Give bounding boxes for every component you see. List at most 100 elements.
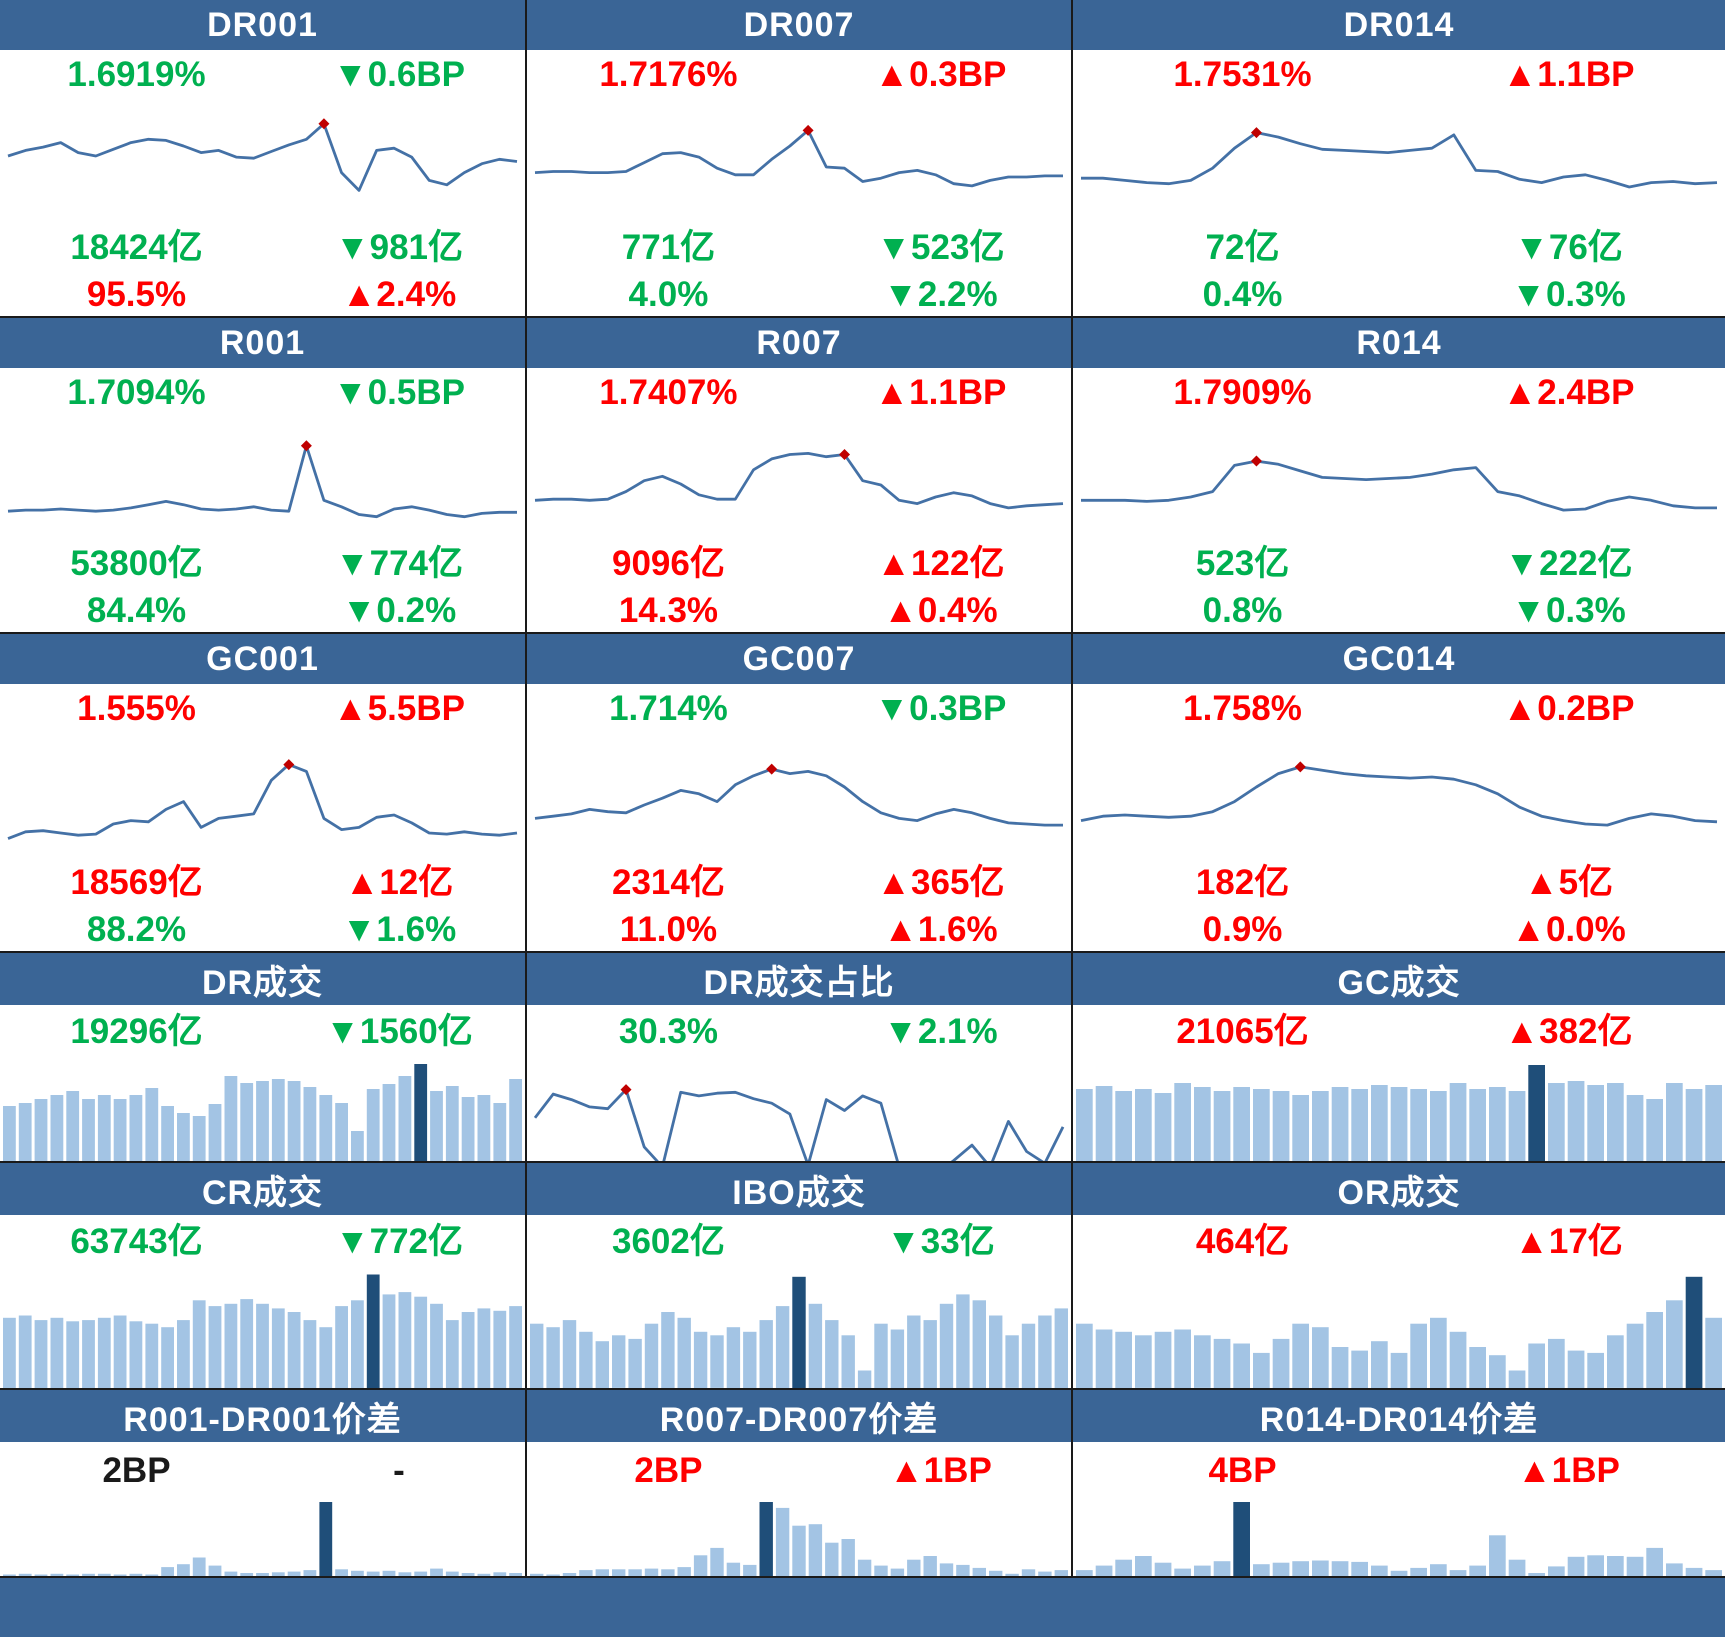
bar-chart-svg — [3, 1274, 522, 1388]
r007-share-row: 14.3% ▲0.4% — [527, 588, 1071, 632]
bar — [1508, 1559, 1526, 1576]
bar — [595, 1341, 609, 1388]
bar — [1253, 1352, 1270, 1388]
bar — [1528, 1343, 1545, 1388]
dr007-sparkline — [527, 98, 1071, 222]
panel-r014-dr014-spread: R014-DR014价差 4BP ▲1BP — [1073, 1390, 1725, 1578]
gc001-rate-change: ▲5.5BP — [333, 688, 465, 728]
bar-chart-svg — [3, 1502, 522, 1576]
dr001-rate-value: 1.6919% — [67, 54, 206, 94]
bar — [398, 1572, 412, 1576]
bar — [628, 1338, 642, 1388]
bar — [1154, 1093, 1172, 1161]
bar — [874, 1565, 888, 1576]
bar — [398, 1292, 412, 1388]
bar — [366, 1089, 380, 1161]
bar — [1021, 1323, 1036, 1388]
panel-or-volume-title: OR成交 — [1337, 1173, 1461, 1212]
bar — [335, 1306, 348, 1388]
bar — [677, 1567, 691, 1576]
dr007-rate-change: ▲0.3BP — [874, 54, 1007, 94]
bar — [956, 1564, 970, 1576]
dr014-share-row: 0.4% ▼0.3% — [1073, 272, 1725, 316]
bar — [546, 1327, 560, 1388]
bar — [1469, 1565, 1486, 1576]
gc007-share-change: ▲1.6% — [883, 909, 998, 949]
bar — [445, 1571, 459, 1576]
sparkline-path — [533, 1088, 1065, 1161]
bar — [1646, 1547, 1663, 1576]
highlight-bar — [1528, 1065, 1545, 1161]
gc001-share-value: 88.2% — [86, 909, 187, 949]
dr014-share-change: ▼0.3% — [1511, 274, 1626, 314]
bar — [743, 1564, 757, 1576]
dr001-volume-change: ▼981亿 — [334, 227, 464, 267]
r007-volume-row: 9096亿 ▲122亿 — [527, 538, 1071, 588]
bar — [335, 1103, 348, 1161]
sparkline-path — [1081, 131, 1718, 189]
dr014-sparkline — [1073, 98, 1725, 222]
dr-share-row: 30.3% ▼2.1% — [527, 1005, 1071, 1057]
bar — [208, 1104, 222, 1161]
bar — [430, 1091, 443, 1161]
sparkline-svg — [7, 118, 518, 192]
bar — [562, 1320, 577, 1388]
bar — [493, 1572, 507, 1576]
bar — [972, 1300, 986, 1388]
bar — [1508, 1091, 1526, 1161]
gc007-rate-row: 1.714% ▼0.3BP — [527, 684, 1071, 732]
dr001-share-value: 95.5% — [86, 274, 187, 314]
bar — [509, 1306, 522, 1388]
money-market-dashboard: DR001 1.6919% ▼0.6BP 18424亿 ▼981亿 95.5% ▲2.… — [0, 0, 1725, 1578]
gc001-volume-value: 18569亿 — [70, 862, 203, 902]
r007-volume-value: 9096亿 — [612, 543, 725, 583]
cr-volume-bar-chart — [0, 1267, 525, 1388]
bar — [939, 1563, 954, 1576]
bar — [240, 1573, 254, 1576]
bar — [857, 1370, 872, 1388]
bar — [18, 1315, 32, 1388]
bar — [1095, 1086, 1113, 1161]
bar — [3, 1317, 16, 1388]
bar — [1312, 1560, 1329, 1576]
marker-diamond — [318, 118, 330, 130]
dr014-rate-value: 1.7531% — [1173, 54, 1312, 94]
cr-volume-row: 63743亿 ▼772亿 — [0, 1215, 525, 1267]
bar — [989, 1570, 1003, 1576]
bar — [335, 1569, 348, 1576]
panel-r001-dr001-spread-title: R001-DR001价差 — [123, 1400, 402, 1439]
bar — [1410, 1323, 1427, 1388]
bar — [1233, 1343, 1250, 1388]
r001-rate-row: 1.7094% ▼0.5BP — [0, 368, 525, 416]
bar — [1449, 1083, 1467, 1161]
panel-r001-title: R001 — [219, 323, 306, 362]
panel-r007: R007 1.7407% ▲1.1BP 9096亿 ▲122亿 14.3% ▲0.4% — [527, 318, 1073, 634]
bar — [145, 1574, 159, 1576]
panel-ibo-volume: IBO成交 3602亿 ▼33亿 — [527, 1163, 1073, 1390]
marker-diamond — [1294, 761, 1306, 773]
bar — [50, 1573, 64, 1576]
bar — [693, 1555, 708, 1576]
r007-share-change: ▲0.4% — [883, 590, 998, 630]
bar — [530, 1323, 544, 1388]
bar — [1194, 1087, 1211, 1161]
bar — [3, 1574, 16, 1576]
bar — [1489, 1087, 1506, 1161]
panel-r001: R001 1.7094% ▼0.5BP 53800亿 ▼774亿 84.4% ▼0.2… — [0, 318, 527, 634]
panel-gc-volume: GC成交 21065亿 ▲382亿 — [1073, 953, 1725, 1163]
r007-volume-change: ▲122亿 — [876, 543, 1005, 583]
bar — [351, 1570, 364, 1576]
gc-volume-change: ▲382亿 — [1504, 1011, 1633, 1051]
bar — [1054, 1570, 1068, 1576]
gc014-rate-change: ▲0.2BP — [1502, 688, 1635, 728]
bar — [1253, 1564, 1270, 1576]
highlight-bar — [1685, 1276, 1703, 1388]
gc007-volume-change: ▲365亿 — [876, 862, 1005, 902]
r014-share-change: ▼0.3% — [1511, 590, 1626, 630]
r007-dr007-spread-change: ▲1BP — [889, 1450, 992, 1490]
gc014-volume-value: 182亿 — [1195, 862, 1290, 902]
bar — [661, 1312, 675, 1388]
bar — [1626, 1095, 1644, 1161]
dr014-share-value: 0.4% — [1202, 274, 1283, 314]
panel-gc007: GC007 1.714% ▼0.3BP 2314亿 ▲365亿 11.0% ▲1.6% — [527, 634, 1073, 953]
